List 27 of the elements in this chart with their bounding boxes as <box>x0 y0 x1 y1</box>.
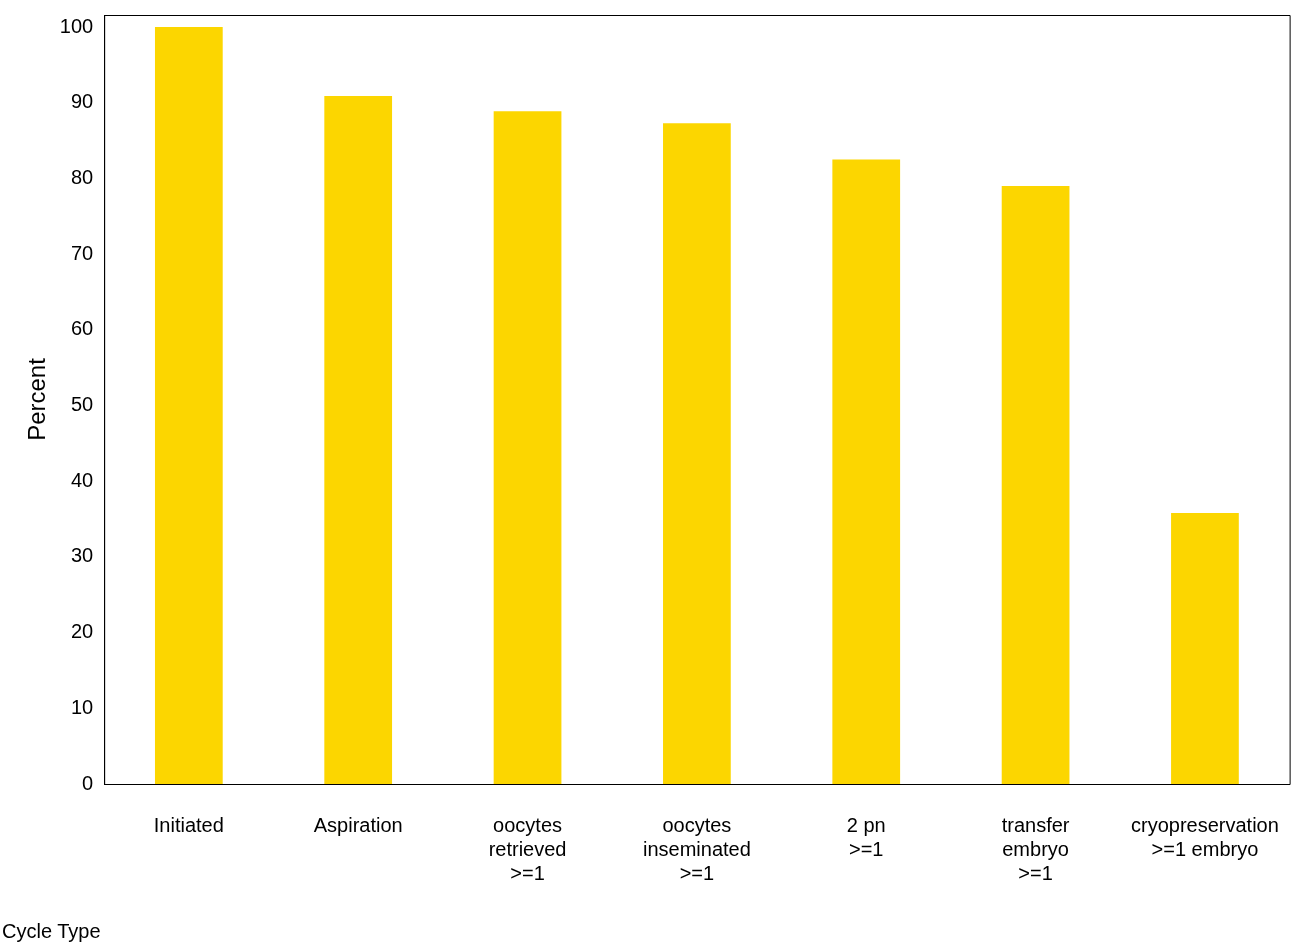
bar <box>663 123 731 784</box>
x-tick-label: oocytes inseminated >=1 <box>642 813 751 884</box>
bar <box>493 111 562 784</box>
x-tick-label: cryopreservation >=1 embryo <box>1131 813 1279 860</box>
x-tick-label: Initiated <box>153 813 224 836</box>
x-tick-label: 2 pn >=1 <box>846 813 886 860</box>
y-tick-label: 80 <box>70 166 94 188</box>
y-tick-label: 0 <box>82 771 94 794</box>
x-tick-label: transfer embryo >=1 <box>1001 813 1070 884</box>
y-tick-label: 100 <box>59 14 94 37</box>
bar <box>324 95 393 784</box>
y-tick-label: 90 <box>70 90 94 113</box>
bar <box>1001 186 1070 784</box>
bar <box>154 27 223 784</box>
y-tick-label: 20 <box>70 620 94 643</box>
y-tick-label: 70 <box>70 241 94 264</box>
y-tick-label: 60 <box>70 317 94 340</box>
x-axis-title: Cycle Type <box>2 919 101 942</box>
bar <box>832 159 901 784</box>
x-tick-label: oocytes retrieved >=1 <box>488 813 567 884</box>
y-tick-label: 30 <box>70 544 94 567</box>
y-tick-label: 50 <box>70 393 94 416</box>
x-tick-label: Aspiration <box>313 813 403 836</box>
y-axis-title: Percent <box>23 357 51 441</box>
bar <box>1171 513 1239 784</box>
y-tick-label: 40 <box>70 468 94 491</box>
y-tick-label: 10 <box>70 695 94 718</box>
